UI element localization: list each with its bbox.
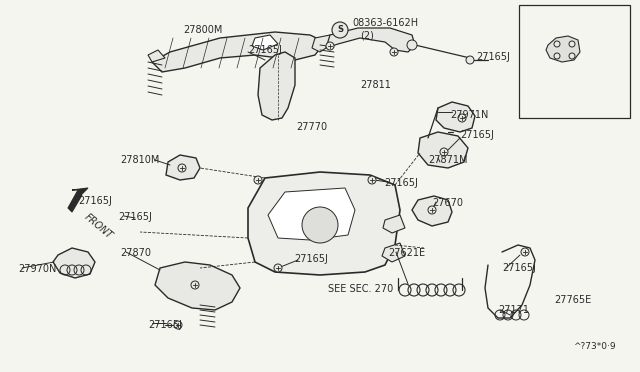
Text: 27165J: 27165J xyxy=(248,45,282,55)
Polygon shape xyxy=(436,102,475,132)
Circle shape xyxy=(368,176,376,184)
Text: 27970N: 27970N xyxy=(18,264,56,274)
Polygon shape xyxy=(148,50,165,62)
Text: 27765E: 27765E xyxy=(554,295,591,305)
Polygon shape xyxy=(68,188,88,212)
Text: (2): (2) xyxy=(360,30,374,40)
Circle shape xyxy=(302,207,338,243)
Polygon shape xyxy=(326,28,415,52)
Text: 27171: 27171 xyxy=(498,305,529,315)
Text: 27800M: 27800M xyxy=(183,25,222,35)
Bar xyxy=(519,5,630,118)
Polygon shape xyxy=(412,196,452,226)
Polygon shape xyxy=(258,52,295,120)
Circle shape xyxy=(178,164,186,172)
Circle shape xyxy=(274,264,282,272)
Polygon shape xyxy=(252,35,278,50)
Text: 27165J: 27165J xyxy=(294,254,328,264)
Text: 27165J: 27165J xyxy=(476,52,510,62)
Text: 27670: 27670 xyxy=(432,198,463,208)
Circle shape xyxy=(521,248,529,256)
Polygon shape xyxy=(382,243,405,262)
Text: 27811: 27811 xyxy=(360,80,391,90)
Text: S: S xyxy=(337,26,343,35)
Circle shape xyxy=(458,114,466,122)
Polygon shape xyxy=(312,35,335,52)
Text: 27870: 27870 xyxy=(120,248,151,258)
Text: 27621E: 27621E xyxy=(388,248,425,258)
Polygon shape xyxy=(383,215,405,233)
Circle shape xyxy=(440,148,448,156)
Text: 27165J: 27165J xyxy=(460,130,494,140)
Text: 27770: 27770 xyxy=(296,122,327,132)
Polygon shape xyxy=(152,32,325,72)
Text: 27165J: 27165J xyxy=(118,212,152,222)
Circle shape xyxy=(191,281,199,289)
Text: 27810M: 27810M xyxy=(120,155,159,165)
Text: ^?73*0·9: ^?73*0·9 xyxy=(573,342,616,351)
Circle shape xyxy=(466,56,474,64)
Text: 27165J: 27165J xyxy=(78,196,112,206)
Circle shape xyxy=(254,176,262,184)
Polygon shape xyxy=(53,248,95,278)
Circle shape xyxy=(569,41,575,47)
Circle shape xyxy=(326,42,334,50)
Circle shape xyxy=(554,41,560,47)
Text: SEE SEC. 270: SEE SEC. 270 xyxy=(328,284,393,294)
Text: 27165J: 27165J xyxy=(502,263,536,273)
Text: 27165J: 27165J xyxy=(148,320,182,330)
Circle shape xyxy=(390,48,398,56)
Text: 27971N: 27971N xyxy=(450,110,488,120)
Circle shape xyxy=(332,22,348,38)
Circle shape xyxy=(174,321,182,329)
Text: FRONT: FRONT xyxy=(82,212,114,241)
Polygon shape xyxy=(155,262,240,310)
Circle shape xyxy=(407,40,417,50)
Circle shape xyxy=(428,206,436,214)
Text: 08363-6162H: 08363-6162H xyxy=(352,18,418,28)
Polygon shape xyxy=(248,172,400,275)
Circle shape xyxy=(554,53,560,59)
Polygon shape xyxy=(418,132,468,168)
Text: 27871M: 27871M xyxy=(428,155,467,165)
Polygon shape xyxy=(546,36,580,62)
Text: 27165J: 27165J xyxy=(384,178,418,188)
Polygon shape xyxy=(166,155,200,180)
Circle shape xyxy=(569,53,575,59)
Polygon shape xyxy=(268,188,355,240)
